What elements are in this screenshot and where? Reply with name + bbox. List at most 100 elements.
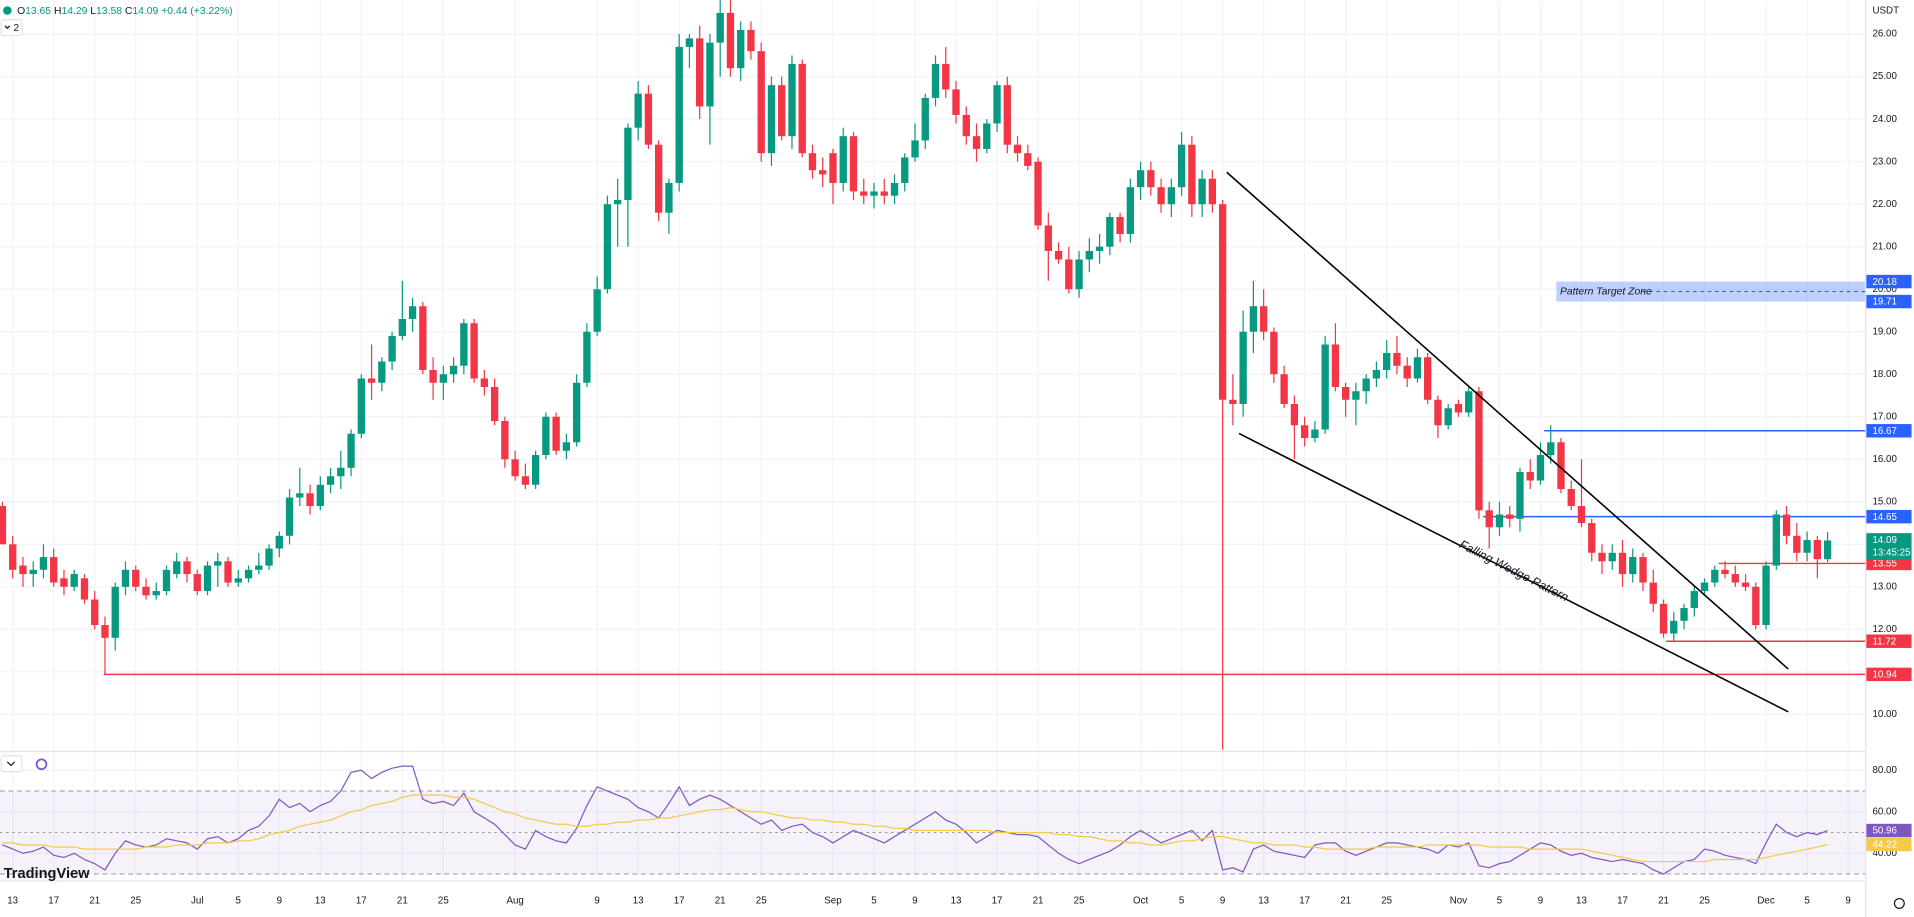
candle-body (685, 38, 694, 47)
currency-label[interactable]: USDT (1872, 6, 1899, 17)
x-tick-label: 9 (1845, 896, 1850, 907)
candle-body (214, 561, 222, 566)
candle-body (480, 378, 489, 388)
candle-body (1547, 442, 1555, 456)
candle-body (972, 136, 981, 149)
candle-body (778, 85, 786, 137)
candle-body (1813, 540, 1821, 560)
candle-body (849, 136, 858, 192)
x-tick-label: 21 (715, 896, 726, 907)
candle-body (890, 182, 899, 196)
candle-body (121, 569, 130, 587)
candle-body (1054, 250, 1063, 260)
candle-body (798, 63, 806, 154)
candle-body (1208, 178, 1217, 205)
candle-body (1700, 582, 1709, 592)
candle-body (1393, 352, 1401, 366)
candle-body (1557, 442, 1565, 490)
candle-body (1075, 259, 1083, 290)
candle-body (429, 369, 437, 383)
candle-body (1362, 378, 1370, 392)
rsi-source-icon[interactable] (35, 758, 48, 771)
ohlc-letter: H (54, 6, 61, 17)
candle-body (993, 85, 1001, 124)
candle-body (1249, 306, 1258, 332)
candle-body (634, 93, 642, 128)
candle-body (275, 535, 283, 549)
chevron-icon (6, 761, 16, 767)
candle-body (655, 144, 663, 213)
candle-body (1095, 246, 1104, 251)
candle-body (1670, 620, 1678, 634)
candle-body (1331, 344, 1340, 388)
x-tick-label: 5 (1497, 896, 1503, 907)
indicators-count: 2 (13, 23, 19, 34)
candle-body (880, 191, 888, 196)
candle-body (572, 382, 581, 443)
candle-body (706, 42, 714, 107)
candle-body (624, 127, 632, 200)
wedge-lower-line (1238, 432, 1789, 713)
candle-body (111, 586, 119, 638)
candle-body (675, 46, 683, 183)
settings-icon[interactable] (1893, 897, 1905, 909)
x-tick-label: 13 (1258, 896, 1269, 907)
candle-body (1782, 514, 1791, 536)
candle-body (1136, 170, 1145, 188)
x-tick-label: 17 (48, 896, 59, 907)
candle-body (1690, 591, 1698, 609)
indicators-toggle[interactable] (0, 19, 23, 37)
candle-body (1126, 187, 1134, 234)
candle-body (439, 374, 448, 383)
candle-body (1065, 259, 1073, 290)
x-tick-label: 13 (315, 896, 326, 907)
candle-body (183, 561, 191, 575)
candle-body (1526, 472, 1534, 481)
x-tick-label: 25 (1699, 896, 1710, 907)
pane-collapse[interactable] (0, 755, 23, 773)
candle-body (1341, 387, 1350, 400)
candle-body (460, 323, 468, 366)
x-tick-label: 17 (1617, 896, 1628, 907)
candle-body (70, 574, 78, 587)
x-tick-label: 21 (89, 896, 100, 907)
y-tick-label: 13.00 (1872, 581, 1897, 592)
candle-body (1424, 357, 1432, 400)
x-tick-label: 25 (438, 896, 449, 907)
price-label: 16.67 (1872, 426, 1896, 437)
price-label: 19.71 (1872, 297, 1896, 308)
candle-body (552, 416, 560, 451)
candle-body (1321, 344, 1329, 430)
x-tick-label: 21 (1658, 896, 1669, 907)
y-tick-label: 17.00 (1872, 411, 1897, 422)
candle-body (501, 421, 509, 460)
y-tick-label: 16.00 (1872, 454, 1897, 465)
candle-body (1762, 565, 1770, 626)
candle-body (203, 565, 212, 592)
candle-body (1444, 408, 1452, 426)
x-tick-label: 21 (397, 896, 408, 907)
candle-body (1752, 586, 1760, 626)
candle-body (726, 12, 735, 69)
candle-body (1147, 170, 1155, 188)
y-tick-label: 15.00 (1872, 496, 1897, 507)
candle-body (1198, 178, 1206, 205)
status-dot (3, 6, 12, 15)
candle-body (1485, 510, 1493, 528)
candle-body (50, 557, 58, 583)
candle-body (1259, 306, 1268, 332)
x-tick-label: 9 (1538, 896, 1543, 907)
price-label: 20.18 (1872, 277, 1896, 288)
ohlc-change: +0.44 (+3.22%) (161, 6, 232, 17)
candle-body (911, 140, 919, 158)
candle-body (1577, 506, 1586, 524)
x-tick-label: 17 (1299, 896, 1310, 907)
candle-body (1280, 374, 1288, 405)
countdown-label: 13:45:25 (1872, 547, 1911, 558)
candle-body (1352, 391, 1360, 400)
candle-body (255, 565, 263, 570)
candle-body (1793, 535, 1801, 553)
x-tick-label: Nov (1450, 896, 1467, 907)
ohlc-value: 14.29 (61, 6, 87, 17)
